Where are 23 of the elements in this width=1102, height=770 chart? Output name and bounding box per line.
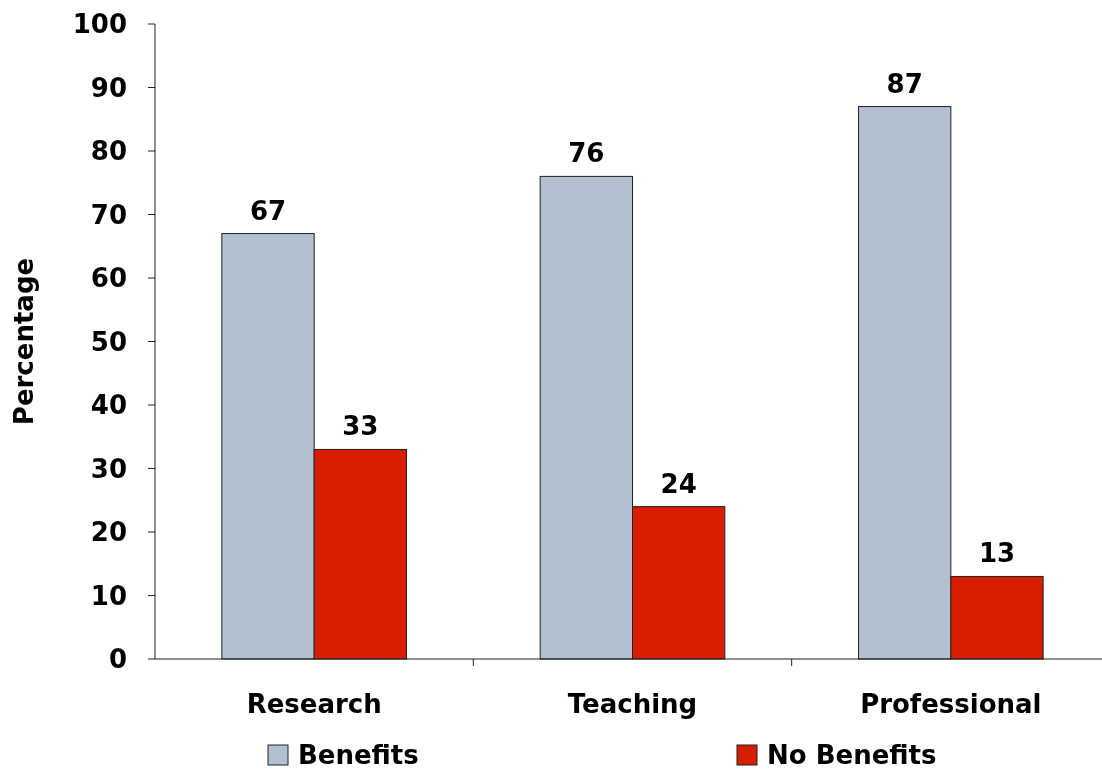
x-tick-label: Research (246, 689, 382, 719)
y-tick-label: 70 (90, 199, 127, 230)
y-tick-label: 30 (90, 453, 127, 484)
data-label: 33 (342, 411, 379, 442)
legend-label: Benefits (298, 740, 419, 770)
y-axis-title: Percentage (9, 257, 39, 426)
legend-label: No Benefits (767, 740, 937, 770)
y-tick-label: 100 (72, 9, 127, 40)
y-tick-label: 50 (90, 326, 127, 357)
x-tick-label: Professional (860, 689, 1042, 719)
data-label: 13 (978, 538, 1016, 569)
data-label: 67 (249, 195, 287, 226)
y-tick-label: 20 (90, 517, 127, 548)
y-tick-label: 0 (108, 644, 127, 675)
y-tick-label: 10 (90, 580, 127, 611)
data-label: 24 (660, 468, 697, 499)
y-tick-label: 90 (90, 72, 127, 103)
y-tick-label: 40 (90, 390, 127, 421)
y-tick-label: 80 (90, 136, 127, 167)
data-label: 76 (568, 138, 605, 169)
data-label: 87 (886, 68, 923, 99)
x-tick-label: Teaching (567, 689, 698, 719)
y-tick-label: 60 (90, 263, 127, 294)
